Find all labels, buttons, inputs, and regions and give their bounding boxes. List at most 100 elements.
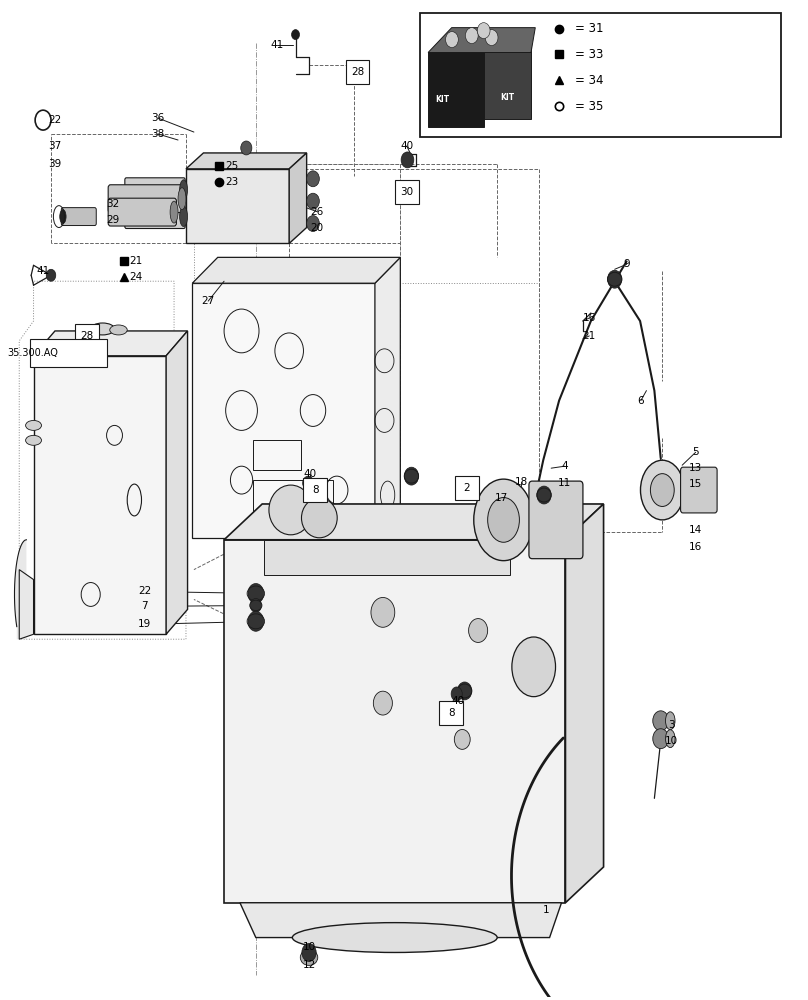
Circle shape — [478, 23, 490, 39]
Circle shape — [451, 687, 462, 701]
Text: KIT: KIT — [500, 93, 515, 102]
Circle shape — [608, 270, 622, 288]
FancyBboxPatch shape — [125, 205, 185, 229]
Text: 23: 23 — [225, 177, 238, 187]
Circle shape — [653, 729, 669, 749]
Ellipse shape — [179, 180, 187, 200]
Text: 22: 22 — [138, 586, 151, 596]
Bar — [75, 324, 99, 348]
Circle shape — [373, 691, 393, 715]
Polygon shape — [566, 504, 604, 903]
Text: 28: 28 — [80, 331, 94, 341]
Polygon shape — [186, 153, 307, 169]
Text: = 33: = 33 — [575, 48, 604, 61]
Circle shape — [371, 597, 395, 627]
Circle shape — [307, 193, 319, 209]
Ellipse shape — [301, 949, 318, 965]
Ellipse shape — [26, 420, 41, 430]
Text: 26: 26 — [310, 207, 323, 217]
Ellipse shape — [90, 323, 115, 335]
Text: 28: 28 — [351, 67, 364, 77]
Circle shape — [465, 28, 478, 44]
Circle shape — [486, 30, 498, 46]
Text: 36: 36 — [152, 113, 165, 123]
Polygon shape — [375, 257, 400, 538]
Bar — [30, 339, 107, 367]
Polygon shape — [224, 504, 604, 540]
Ellipse shape — [179, 207, 187, 227]
Polygon shape — [192, 283, 375, 538]
Bar — [455, 476, 479, 500]
Ellipse shape — [666, 730, 675, 748]
Circle shape — [248, 584, 263, 603]
Text: 14: 14 — [689, 525, 702, 535]
Text: 40: 40 — [303, 469, 317, 479]
Text: 1: 1 — [543, 905, 549, 915]
Text: 11: 11 — [558, 478, 571, 488]
Circle shape — [248, 611, 263, 631]
Ellipse shape — [170, 201, 178, 223]
Text: 4: 4 — [562, 461, 568, 471]
Text: 3: 3 — [668, 720, 675, 730]
Text: 21: 21 — [129, 256, 142, 266]
Text: 30: 30 — [400, 187, 413, 197]
Text: 16: 16 — [583, 313, 596, 323]
Circle shape — [445, 32, 458, 48]
FancyBboxPatch shape — [680, 467, 717, 513]
Circle shape — [302, 944, 316, 961]
FancyBboxPatch shape — [61, 208, 96, 226]
Text: 29: 29 — [107, 215, 120, 225]
Circle shape — [457, 682, 472, 700]
Circle shape — [307, 216, 319, 232]
Text: 8: 8 — [312, 485, 318, 495]
Circle shape — [241, 141, 252, 155]
Ellipse shape — [488, 498, 520, 542]
Text: 21: 21 — [583, 331, 596, 341]
Circle shape — [292, 30, 300, 40]
Ellipse shape — [512, 637, 556, 697]
Text: 17: 17 — [494, 493, 507, 503]
Ellipse shape — [178, 188, 186, 210]
Circle shape — [469, 619, 488, 642]
FancyBboxPatch shape — [108, 198, 176, 226]
Bar — [428, 52, 484, 127]
FancyBboxPatch shape — [125, 178, 185, 202]
Text: 37: 37 — [48, 141, 61, 151]
Text: = 31: = 31 — [575, 22, 604, 35]
Text: 25: 25 — [225, 161, 238, 171]
Text: 13: 13 — [689, 463, 702, 473]
Text: 18: 18 — [516, 477, 528, 487]
Bar — [420, 13, 781, 137]
Polygon shape — [19, 570, 34, 639]
Text: 22: 22 — [48, 115, 61, 125]
Text: 32: 32 — [107, 199, 120, 209]
Ellipse shape — [301, 498, 337, 538]
Bar — [254, 480, 333, 525]
Text: = 34: = 34 — [575, 74, 604, 87]
Ellipse shape — [473, 479, 533, 561]
Text: 39: 39 — [48, 159, 61, 169]
FancyBboxPatch shape — [529, 481, 583, 559]
Bar — [186, 169, 289, 243]
Text: 41: 41 — [271, 40, 284, 50]
Bar — [224, 540, 566, 903]
Ellipse shape — [292, 923, 497, 952]
Bar — [263, 540, 510, 575]
Text: 20: 20 — [310, 223, 323, 233]
Bar — [194, 164, 400, 283]
Ellipse shape — [650, 474, 674, 506]
Circle shape — [46, 269, 56, 281]
Circle shape — [250, 598, 262, 612]
Ellipse shape — [641, 460, 684, 520]
Bar — [254, 440, 301, 470]
Circle shape — [537, 486, 551, 504]
Text: 7: 7 — [141, 601, 148, 611]
Text: 10: 10 — [665, 736, 679, 746]
Text: KIT: KIT — [435, 95, 449, 104]
Text: 8: 8 — [448, 708, 454, 718]
Text: 35.300.AQ: 35.300.AQ — [7, 348, 58, 358]
Text: 15: 15 — [689, 479, 702, 489]
Text: 6: 6 — [638, 396, 644, 406]
Ellipse shape — [26, 435, 41, 445]
Bar — [440, 701, 463, 725]
